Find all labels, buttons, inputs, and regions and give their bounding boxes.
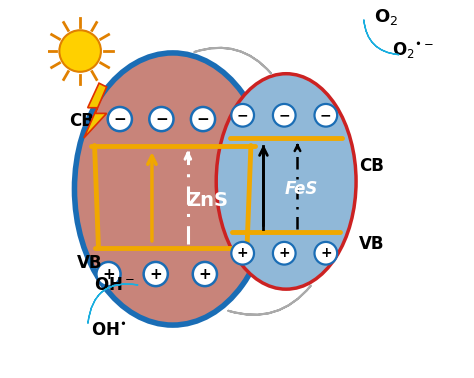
Text: +: + [237,246,248,260]
Circle shape [144,262,168,286]
Circle shape [193,262,217,286]
Ellipse shape [216,74,356,289]
Text: +: + [149,266,162,282]
Circle shape [59,30,101,72]
Text: +: + [320,246,332,260]
Text: −: − [320,108,332,122]
Text: VB: VB [77,254,102,272]
Circle shape [149,107,173,131]
Circle shape [273,242,296,265]
Text: CB: CB [70,112,94,130]
Text: −: − [197,112,210,127]
Text: +: + [199,266,211,282]
Text: −: − [155,112,168,127]
Text: −: − [278,108,290,122]
FancyArrowPatch shape [364,20,399,55]
Circle shape [108,107,132,131]
Circle shape [314,104,337,127]
Text: −: − [113,112,126,127]
Circle shape [231,104,254,127]
Text: OH$^•$: OH$^•$ [91,322,126,340]
Text: O$_2$: O$_2$ [374,7,399,27]
Text: ZnS: ZnS [186,191,228,210]
Text: −: − [237,108,248,122]
Text: O$_2$$^{•-}$: O$_2$$^{•-}$ [392,41,434,61]
FancyArrowPatch shape [88,284,138,323]
Circle shape [231,242,254,265]
Circle shape [191,107,215,131]
Text: FeS: FeS [284,180,318,198]
Text: OH$^-$: OH$^-$ [94,276,135,294]
Ellipse shape [74,53,271,325]
Text: CB: CB [359,157,383,175]
Polygon shape [84,83,107,138]
Text: +: + [102,266,115,282]
Circle shape [96,262,120,286]
Text: +: + [278,246,290,260]
FancyArrowPatch shape [228,286,311,315]
Circle shape [273,104,296,127]
Circle shape [314,242,337,265]
FancyArrowPatch shape [194,48,271,73]
Text: VB: VB [358,235,384,253]
